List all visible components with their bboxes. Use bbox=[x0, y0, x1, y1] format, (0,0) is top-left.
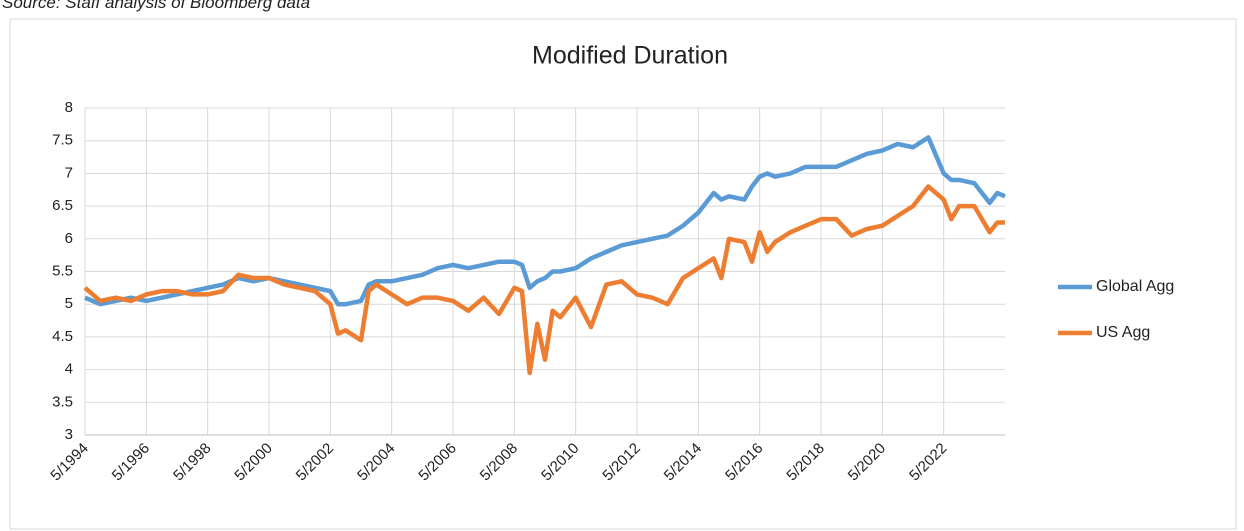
y-tick-label: 5 bbox=[65, 295, 73, 312]
y-tick-label: 7 bbox=[65, 164, 73, 181]
y-tick-label: 4 bbox=[65, 361, 73, 378]
y-tick-label: 6.5 bbox=[52, 197, 73, 214]
y-tick-label: 6 bbox=[65, 230, 73, 247]
y-tick-label: 8 bbox=[65, 99, 73, 116]
y-tick-label: 3 bbox=[65, 426, 73, 443]
chart-border bbox=[9, 18, 1237, 530]
chart-title: Modified Duration bbox=[532, 42, 728, 70]
legend-label: US Agg bbox=[1096, 324, 1150, 341]
line-series bbox=[83, 184, 1005, 376]
legend-label: Global Agg bbox=[1096, 278, 1174, 295]
y-tick-label: 3.5 bbox=[52, 393, 73, 410]
y-tick-label: 4.5 bbox=[52, 328, 73, 345]
y-tick-label: 5.5 bbox=[52, 262, 73, 279]
source-note: Source: Staff analysis of Bloomberg data bbox=[2, 0, 310, 12]
y-tick-label: 7.5 bbox=[52, 132, 73, 149]
